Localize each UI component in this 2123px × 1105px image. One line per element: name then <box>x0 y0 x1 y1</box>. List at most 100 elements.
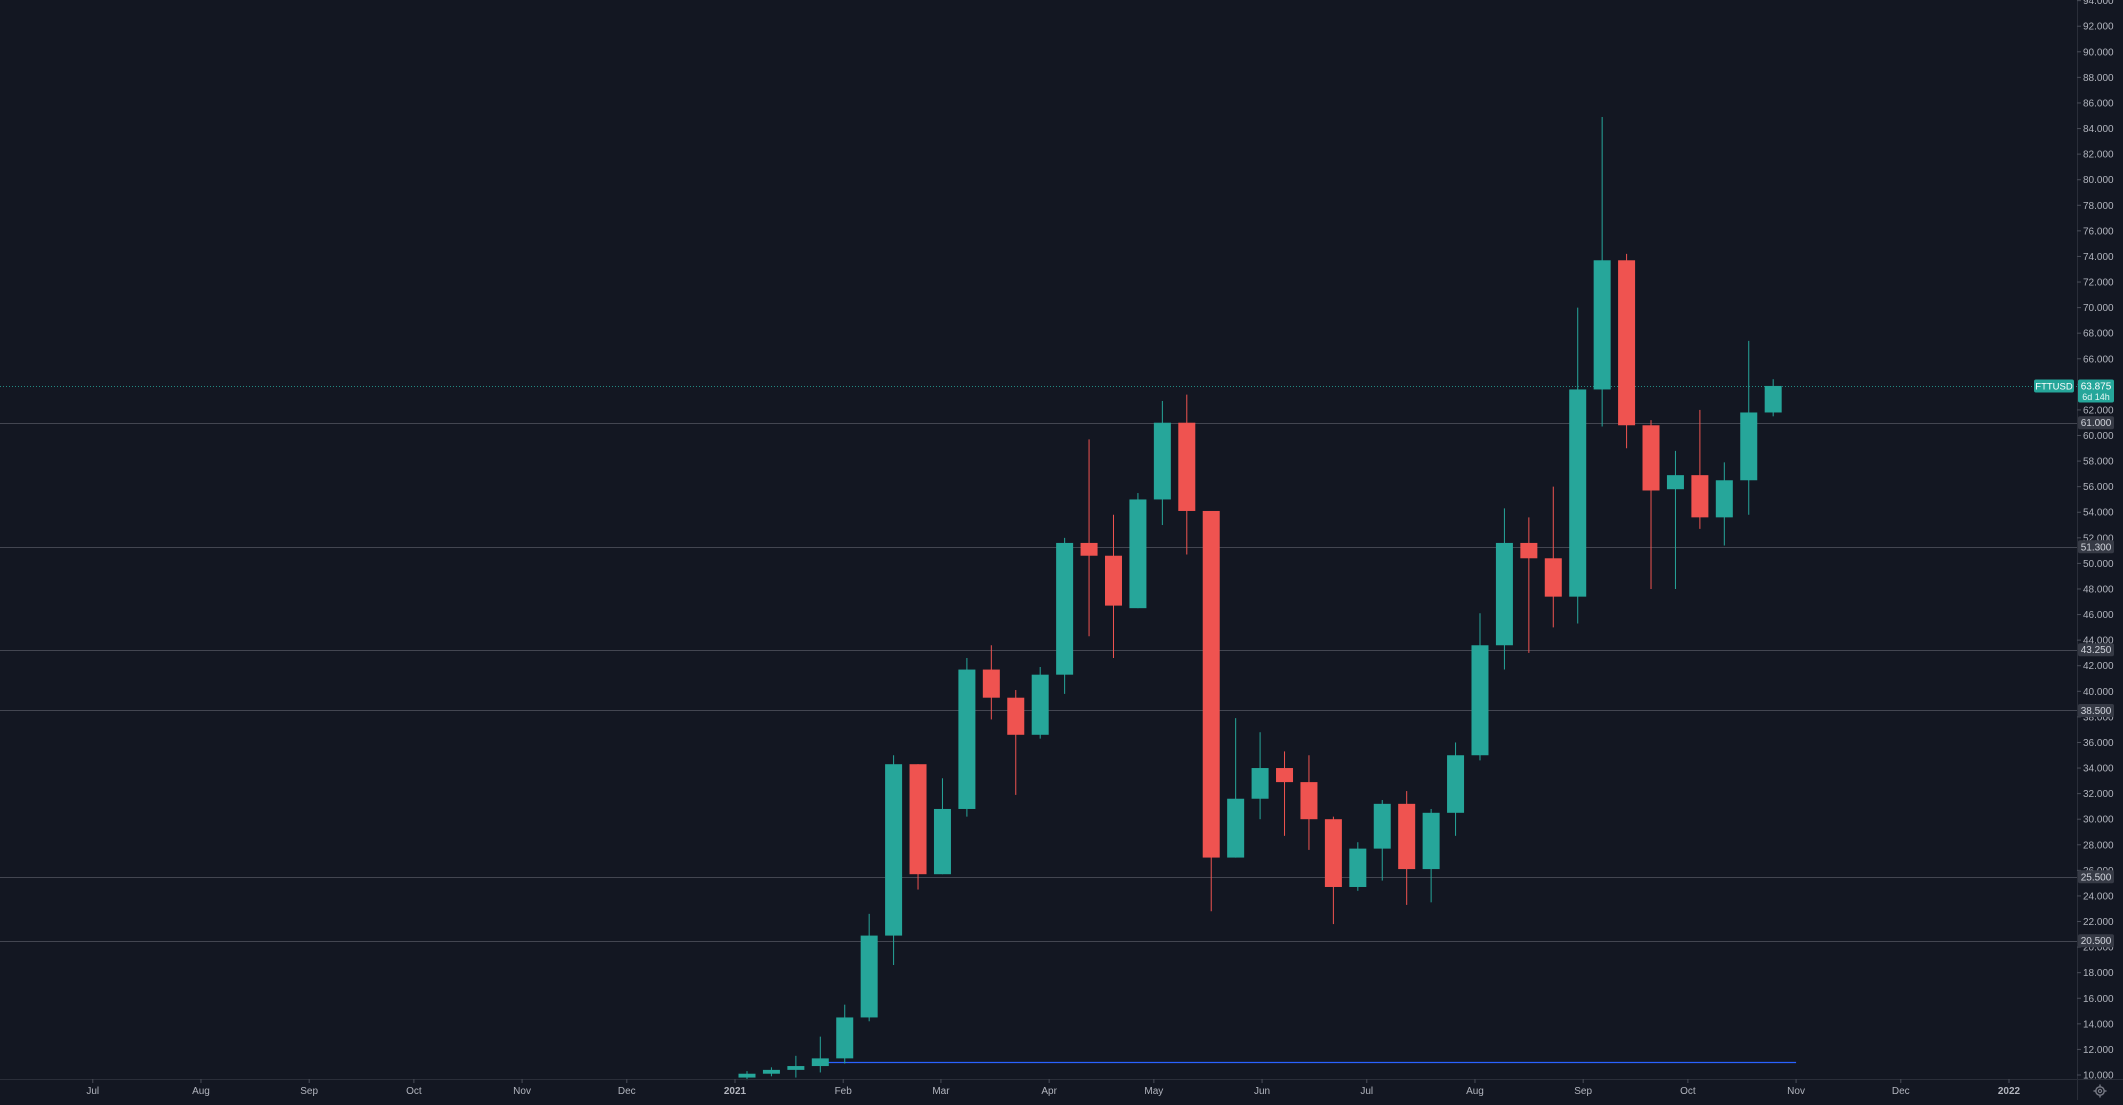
price-tick-label: 52.000 <box>2083 533 2114 544</box>
price-tick-label: 80.000 <box>2083 175 2114 186</box>
candle-body <box>1715 480 1733 518</box>
level-price-label[interactable]: 51.300 <box>2078 540 2114 554</box>
candle[interactable] <box>1691 409 1709 529</box>
price-tick-label: 62.000 <box>2083 405 2114 416</box>
candle[interactable] <box>1300 755 1318 850</box>
price-tick-label: 88.000 <box>2083 73 2114 84</box>
gear-icon[interactable] <box>2093 1084 2107 1098</box>
candle[interactable] <box>1324 816 1342 925</box>
price-tick-label: 22.000 <box>2083 917 2114 928</box>
level-label-text: 25.500 <box>2081 872 2112 883</box>
candle[interactable] <box>909 764 927 890</box>
candle-body <box>762 1069 780 1074</box>
candle[interactable] <box>933 778 951 875</box>
candle[interactable] <box>1740 340 1758 515</box>
candle-body <box>1276 768 1294 783</box>
candle[interactable] <box>762 1067 780 1077</box>
price-tick-label: 24.000 <box>2083 891 2114 902</box>
candle-body <box>1251 768 1269 799</box>
candle[interactable] <box>811 1036 829 1073</box>
price-tick-label: 90.000 <box>2083 47 2114 58</box>
symbol-tag[interactable]: FTTUSD <box>2034 379 2074 393</box>
price-tick-label: 82.000 <box>2083 150 2114 161</box>
time-tick-label: Jul <box>86 1086 99 1097</box>
time-tick-label: Jul <box>1360 1086 1373 1097</box>
candle[interactable] <box>1520 517 1538 653</box>
candle[interactable] <box>1715 462 1733 546</box>
candle[interactable] <box>787 1055 805 1078</box>
price-tick-label: 20.000 <box>2083 943 2114 954</box>
candle[interactable] <box>1349 842 1367 891</box>
candle[interactable] <box>1618 253 1636 449</box>
candle[interactable] <box>1642 420 1660 589</box>
level-price-label[interactable]: 20.500 <box>2078 934 2114 948</box>
candle-body <box>1764 385 1782 413</box>
candles <box>738 117 1782 1081</box>
candle-body <box>1544 558 1562 597</box>
candle-body <box>1104 555 1122 606</box>
candle[interactable] <box>1398 791 1416 905</box>
candle[interactable] <box>1227 718 1245 858</box>
time-tick-label: Aug <box>1466 1086 1484 1097</box>
time-tick-label: Jun <box>1254 1086 1270 1097</box>
candle[interactable] <box>982 645 1000 720</box>
level-price-label[interactable]: 38.500 <box>2078 703 2114 717</box>
candle[interactable] <box>1031 666 1049 739</box>
candle[interactable] <box>738 1071 756 1081</box>
candle[interactable] <box>1569 307 1587 624</box>
price-tick-label: 60.000 <box>2083 431 2114 442</box>
candle[interactable] <box>1129 493 1147 609</box>
last-price-bg <box>2078 379 2114 403</box>
level-label-bg <box>2078 643 2114 657</box>
candle[interactable] <box>1153 400 1171 526</box>
candle[interactable] <box>860 913 878 1022</box>
price-tick-label: 38.000 <box>2083 712 2114 723</box>
candle-body <box>885 764 903 936</box>
time-tick-label: Feb <box>835 1086 853 1097</box>
candle[interactable] <box>1251 732 1269 820</box>
candle[interactable] <box>1104 514 1122 659</box>
candle[interactable] <box>1666 450 1684 589</box>
candle[interactable] <box>885 755 903 966</box>
candle[interactable] <box>1276 751 1294 836</box>
level-label-text: 61.000 <box>2081 418 2112 429</box>
candle[interactable] <box>1764 379 1782 417</box>
price-tick-label: 92.000 <box>2083 22 2114 33</box>
candle[interactable] <box>1593 117 1611 427</box>
level-price-label[interactable]: 43.250 <box>2078 643 2114 657</box>
candle-body <box>1227 798 1245 858</box>
candle-body <box>1618 260 1636 426</box>
price-tick-label: 40.000 <box>2083 687 2114 698</box>
candle[interactable] <box>1495 508 1513 670</box>
candle[interactable] <box>1544 486 1562 628</box>
candle[interactable] <box>958 658 976 817</box>
price-tick-label: 10.000 <box>2083 1071 2114 1082</box>
candle[interactable] <box>1178 394 1196 555</box>
candle[interactable] <box>836 1004 854 1064</box>
candle-body <box>836 1017 854 1059</box>
candle-body <box>1056 542 1074 675</box>
candle-body <box>1324 819 1342 887</box>
candle-body <box>1300 782 1318 820</box>
candle[interactable] <box>1422 808 1440 903</box>
candle[interactable] <box>1471 613 1489 761</box>
candle[interactable] <box>1080 439 1098 637</box>
time-tick-label: Oct <box>1680 1086 1696 1097</box>
time-tick-label: Dec <box>1892 1086 1910 1097</box>
candle[interactable] <box>1373 800 1391 881</box>
candle[interactable] <box>1007 690 1025 795</box>
candle[interactable] <box>1202 510 1220 912</box>
time-tick-label: 2021 <box>724 1086 747 1097</box>
candle[interactable] <box>1447 742 1465 836</box>
candle-body <box>787 1066 805 1070</box>
price-tick-label: 68.000 <box>2083 329 2114 340</box>
level-price-label[interactable]: 61.000 <box>2078 416 2114 430</box>
price-tick-label: 58.000 <box>2083 457 2114 468</box>
candle[interactable] <box>1056 537 1074 694</box>
candle-body <box>1129 499 1147 609</box>
level-price-label[interactable]: 25.500 <box>2078 870 2114 884</box>
